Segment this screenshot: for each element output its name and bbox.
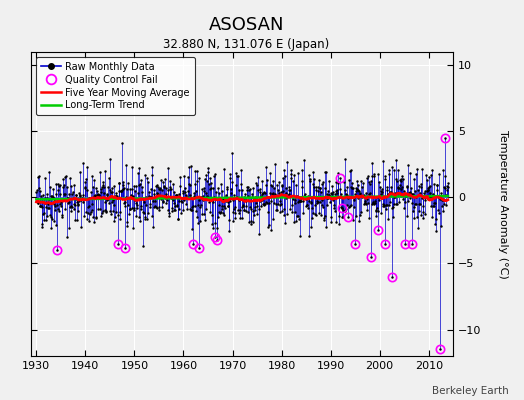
Text: ASOSAN: ASOSAN <box>209 16 284 34</box>
Y-axis label: Temperature Anomaly (°C): Temperature Anomaly (°C) <box>498 130 508 278</box>
Legend: Raw Monthly Data, Quality Control Fail, Five Year Moving Average, Long-Term Tren: Raw Monthly Data, Quality Control Fail, … <box>36 57 195 115</box>
Text: 32.880 N, 131.076 E (Japan): 32.880 N, 131.076 E (Japan) <box>163 38 330 51</box>
Text: Berkeley Earth: Berkeley Earth <box>432 386 508 396</box>
